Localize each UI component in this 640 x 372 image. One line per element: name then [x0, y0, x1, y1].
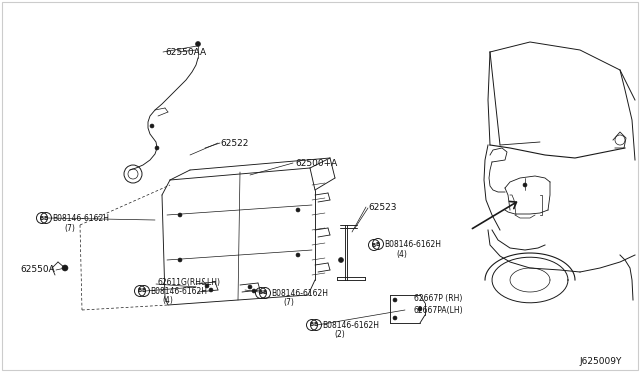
- Circle shape: [155, 146, 159, 150]
- Text: 62667PA(LH): 62667PA(LH): [414, 305, 463, 314]
- Text: J625009Y: J625009Y: [580, 357, 622, 366]
- Circle shape: [393, 298, 397, 302]
- Text: B: B: [142, 289, 146, 294]
- Text: (7): (7): [64, 224, 75, 232]
- Circle shape: [418, 307, 422, 311]
- Circle shape: [296, 253, 300, 257]
- Text: 62667P (RH): 62667P (RH): [414, 294, 462, 302]
- Text: 62500+A: 62500+A: [295, 158, 337, 167]
- Text: B: B: [376, 241, 380, 247]
- Text: B08146-6162H: B08146-6162H: [150, 286, 207, 295]
- Text: 62522: 62522: [220, 138, 248, 148]
- Text: B: B: [310, 323, 314, 327]
- Text: 62550AA: 62550AA: [165, 48, 206, 57]
- Circle shape: [178, 258, 182, 262]
- Text: B08146-6162H: B08146-6162H: [322, 321, 379, 330]
- Text: B08146-6162H: B08146-6162H: [271, 289, 328, 298]
- Text: (7): (7): [283, 298, 294, 308]
- Circle shape: [205, 284, 209, 288]
- Text: B08146-6162H: B08146-6162H: [52, 214, 109, 222]
- Circle shape: [178, 213, 182, 217]
- Text: B: B: [40, 215, 44, 221]
- Text: (4): (4): [396, 250, 407, 259]
- Text: B: B: [372, 243, 376, 247]
- Text: B08146-6162H: B08146-6162H: [384, 240, 441, 248]
- Text: B: B: [263, 291, 267, 295]
- Text: 62550A: 62550A: [20, 266, 56, 275]
- Text: 62611G(RH&LH): 62611G(RH&LH): [158, 279, 221, 288]
- Circle shape: [209, 288, 213, 292]
- Circle shape: [62, 265, 68, 271]
- Text: (4): (4): [162, 296, 173, 305]
- Text: B: B: [259, 291, 263, 295]
- Circle shape: [248, 285, 252, 289]
- Circle shape: [339, 257, 344, 263]
- Circle shape: [296, 208, 300, 212]
- Text: (2): (2): [334, 330, 345, 340]
- Circle shape: [252, 289, 256, 293]
- Text: B: B: [44, 215, 48, 221]
- Text: 62523: 62523: [368, 202, 397, 212]
- Circle shape: [523, 183, 527, 187]
- Text: B: B: [314, 323, 318, 327]
- Circle shape: [150, 124, 154, 128]
- Circle shape: [195, 42, 200, 46]
- Text: B: B: [138, 289, 142, 294]
- Circle shape: [393, 316, 397, 320]
